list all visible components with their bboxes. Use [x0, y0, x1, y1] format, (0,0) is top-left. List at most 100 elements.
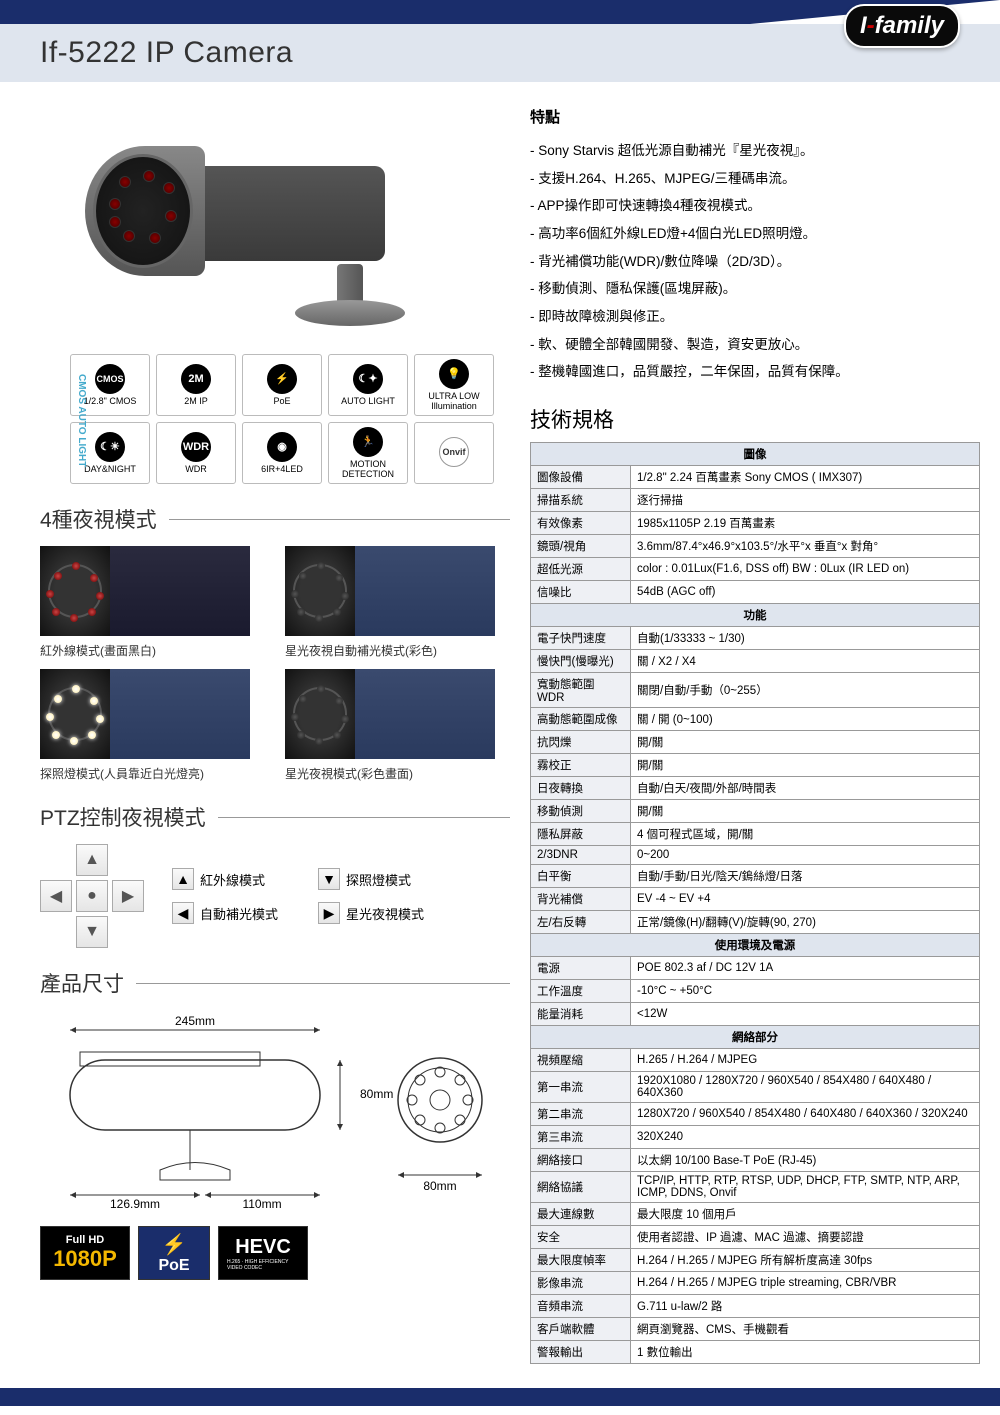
- ptz-pad: ▲ ◀●▶ ▼: [40, 844, 144, 948]
- camera-mount: [295, 266, 405, 326]
- badge-hevc: HEVC H.265 · HIGH EFFICIENCY VIDEO CODEC: [218, 1226, 308, 1280]
- feature-icon-3: ☾✦AUTO LIGHT: [328, 354, 408, 416]
- spec-row: 高動態範圍成像關 / 開 (0~100): [531, 708, 980, 731]
- spec-row: 最大連線數最大限度 10 個用戶: [531, 1203, 980, 1226]
- cmos-side-label: CMOS AUTO LIGHT: [76, 374, 87, 467]
- ptz-legend: ▲紅外線模式 ▼探照燈模式 ◀自動補光模式 ▶星光夜視模式: [172, 868, 424, 924]
- logo-box: I-family: [844, 4, 960, 48]
- dimensions-title: 產品尺寸: [40, 968, 510, 998]
- ptz-down[interactable]: ▼: [76, 916, 108, 948]
- ptz-legend-0: ▲紅外線模式: [172, 868, 278, 890]
- spec-row: 圖像設備1/2.8" 2.24 百萬畫素 Sony CMOS ( IMX307): [531, 466, 980, 489]
- features-list: Sony Starvis 超低光源自動補光『星光夜視』。支援H.264、H.26…: [530, 137, 980, 386]
- spec-row: 背光補償EV -4 ~ EV +4: [531, 888, 980, 911]
- spec-row: 電源POE 802.3 af / DC 12V 1A: [531, 957, 980, 980]
- page: If-5222 IP Camera I-family: [0, 0, 1000, 1406]
- ptz-up[interactable]: ▲: [76, 844, 108, 876]
- feature-icon-7: ◉6IR+4LED: [242, 422, 322, 484]
- spec-row: 有效像素1985x1105P 2.19 百萬畫素: [531, 512, 980, 535]
- feature-icon-6: WDRWDR: [156, 422, 236, 484]
- spec-row: 網絡接口以太網 10/100 Base-T PoE (RJ-45): [531, 1149, 980, 1172]
- spec-row: 音頻串流G.711 u-law/2 路: [531, 1295, 980, 1318]
- night-mode-1: 星光夜視自動補光模式(彩色): [285, 546, 510, 659]
- ptz-legend-2: ◀自動補光模式: [172, 902, 278, 924]
- spec-row: 信噪比54dB (AGC off): [531, 581, 980, 604]
- spec-row: 最大限度幀率H.264 / H.265 / MJPEG 所有解析度高達 30fp…: [531, 1249, 980, 1272]
- footer-stripe: [0, 1388, 1000, 1406]
- feature-item-3: 高功率6個紅外線LED燈+4個白光LED照明燈。: [530, 220, 980, 248]
- night-mode-3: 星光夜視模式(彩色畫面): [285, 669, 510, 782]
- spec-row: 安全使用者認證、IP 過濾、MAC 過濾、摘要認證: [531, 1226, 980, 1249]
- brand-logo: I-family: [844, 4, 960, 48]
- spec-row: 白平衡自動/手動/日光/陰天/鎢絲燈/日落: [531, 865, 980, 888]
- svg-text:110mm: 110mm: [242, 1197, 281, 1210]
- ptz-row: ▲ ◀●▶ ▼ ▲紅外線模式 ▼探照燈模式 ◀自動補光模式 ▶星光夜視模式: [40, 844, 510, 948]
- night-mode-0: 紅外線模式(畫面黑白): [40, 546, 265, 659]
- spec-row: 掃描系統逐行掃描: [531, 489, 980, 512]
- feature-item-7: 軟、硬體全部韓國開發、製造，資安更放心。: [530, 331, 980, 359]
- spec-category: 網絡部分: [531, 1026, 980, 1049]
- feature-item-4: 背光補償功能(WDR)/數位降噪（2D/3D）。: [530, 248, 980, 276]
- left-column: CMOS AUTO LIGHT CMOS1/2.8" CMOS2M2M IP⚡P…: [40, 106, 510, 1364]
- spec-row: 視頻壓縮H.265 / H.264 / MJPEG: [531, 1049, 980, 1072]
- spec-row: 日夜轉換自動/白天/夜間/外部/時間表: [531, 777, 980, 800]
- feature-icon-1: 2M2M IP: [156, 354, 236, 416]
- svg-text:80mm: 80mm: [360, 1087, 393, 1101]
- spec-row: 慢快門(慢曝光)關 / X2 / X4: [531, 650, 980, 673]
- logo-prefix: I: [860, 12, 867, 39]
- product-title: If-5222 IP Camera: [40, 36, 293, 70]
- feature-icon-8: 🏃MOTION DETECTION: [328, 422, 408, 484]
- spec-row: 網絡協議TCP/IP, HTTP, RTP, RTSP, UDP, DHCP, …: [531, 1172, 980, 1203]
- features-title: 特點: [530, 106, 980, 127]
- feature-item-5: 移動偵測、隱私保護(區塊屏蔽)。: [530, 275, 980, 303]
- led-ring: [105, 168, 181, 254]
- spec-row: 隱私屏蔽4 個可程式區域，開/關: [531, 823, 980, 846]
- feature-item-2: APP操作即可快速轉換4種夜視模式。: [530, 192, 980, 220]
- spec-row: 左/右反轉正常/鏡像(H)/翻轉(V)/旋轉(90, 270): [531, 911, 980, 934]
- feature-icon-4: 💡ULTRA LOW Illumination: [414, 354, 494, 416]
- badges-row: Full HD 1080P ⚡ PoE HEVC H.265 · HIGH EF…: [40, 1226, 510, 1280]
- ptz-center[interactable]: ●: [76, 880, 108, 912]
- badge-poe: ⚡ PoE: [138, 1226, 210, 1280]
- spec-row: 寬動態範圍 WDR關閉/自動/手動（0~255）: [531, 673, 980, 708]
- feature-item-1: 支援H.264、H.265、MJPEG/三種碼串流。: [530, 165, 980, 193]
- feature-icon-9: Onvif: [414, 422, 494, 484]
- ptz-right[interactable]: ▶: [112, 880, 144, 912]
- spec-row: 第一串流1920X1080 / 1280X720 / 960X540 / 854…: [531, 1072, 980, 1103]
- main-content: CMOS AUTO LIGHT CMOS1/2.8" CMOS2M2M IP⚡P…: [0, 82, 1000, 1384]
- feature-item-8: 整機韓國進口，品質嚴控，二年保固，品質有保障。: [530, 358, 980, 386]
- spec-row: 第二串流1280X720 / 960X540 / 854X480 / 640X4…: [531, 1103, 980, 1126]
- ptz-title: PTZ控制夜視模式: [40, 802, 510, 832]
- spec-row: 電子快門速度自動(1/33333 ~ 1/30): [531, 627, 980, 650]
- logo-suffix: family: [875, 12, 944, 39]
- dimensions-diagram: 245mm 126.9mm 110mm 80mm: [40, 1010, 500, 1210]
- right-column: 特點 Sony Starvis 超低光源自動補光『星光夜視』。支援H.264、H…: [530, 106, 980, 1364]
- spec-row: 客戶端軟體網頁瀏覽器、CMS、手機觀看: [531, 1318, 980, 1341]
- spec-row: 移動偵測開/關: [531, 800, 980, 823]
- svg-text:80mm: 80mm: [423, 1179, 456, 1193]
- ptz-legend-3: ▶星光夜視模式: [318, 902, 424, 924]
- spec-row: 抗閃爍開/關: [531, 731, 980, 754]
- spec-title: 技術規格: [530, 404, 980, 434]
- svg-text:126.9mm: 126.9mm: [110, 1197, 160, 1210]
- dim-w-total: 245mm: [175, 1014, 215, 1028]
- product-image: [85, 106, 465, 346]
- spec-row: 能量消耗<12W: [531, 1003, 980, 1026]
- feature-item-6: 即時故障檢測與修正。: [530, 303, 980, 331]
- spec-category: 功能: [531, 604, 980, 627]
- logo-dash: -: [867, 12, 875, 39]
- badge-fullhd: Full HD 1080P: [40, 1226, 130, 1280]
- ptz-legend-1: ▼探照燈模式: [318, 868, 424, 890]
- spec-category: 使用環境及電源: [531, 934, 980, 957]
- spec-table: 圖像圖像設備1/2.8" 2.24 百萬畫素 Sony CMOS ( IMX30…: [530, 442, 980, 1364]
- spec-row: 第三串流320X240: [531, 1126, 980, 1149]
- feature-icons-grid: CMOS1/2.8" CMOS2M2M IP⚡PoE☾✦AUTO LIGHT💡U…: [70, 354, 510, 484]
- spec-row: 工作溫度-10°C ~ +50°C: [531, 980, 980, 1003]
- spec-row: 超低光源color : 0.01Lux(F1.6, DSS off) BW : …: [531, 558, 980, 581]
- feature-item-0: Sony Starvis 超低光源自動補光『星光夜視』。: [530, 137, 980, 165]
- night-modes-grid: 紅外線模式(畫面黑白)星光夜視自動補光模式(彩色)探照燈模式(人員靠近白光燈亮)…: [40, 546, 510, 782]
- ptz-left[interactable]: ◀: [40, 880, 72, 912]
- header: If-5222 IP Camera I-family: [0, 24, 1000, 82]
- spec-row: 警報輸出1 數位輸出: [531, 1341, 980, 1364]
- spec-row: 2/3DNR0~200: [531, 846, 980, 865]
